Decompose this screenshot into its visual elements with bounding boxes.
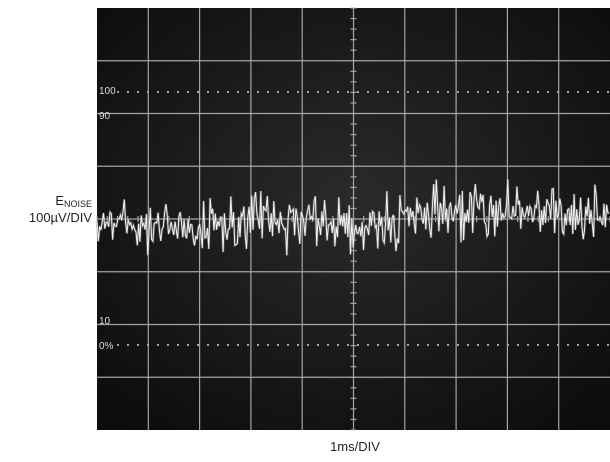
x-axis-label: 1ms/DIV xyxy=(330,439,380,454)
screen-label: 10 xyxy=(99,316,111,327)
screen-label: 100 xyxy=(99,86,116,97)
y-axis-label: ENOISE xyxy=(55,193,92,209)
y-axis-scale: 100µV/DIV xyxy=(29,210,92,225)
noise-line xyxy=(96,179,610,256)
screen-label: 0% xyxy=(99,341,114,352)
graticule xyxy=(96,7,610,431)
screen-label: 90 xyxy=(99,111,111,122)
noise-trace xyxy=(95,179,610,256)
y-label-symbol: E xyxy=(55,193,64,208)
y-label-subscript: NOISE xyxy=(64,199,92,209)
